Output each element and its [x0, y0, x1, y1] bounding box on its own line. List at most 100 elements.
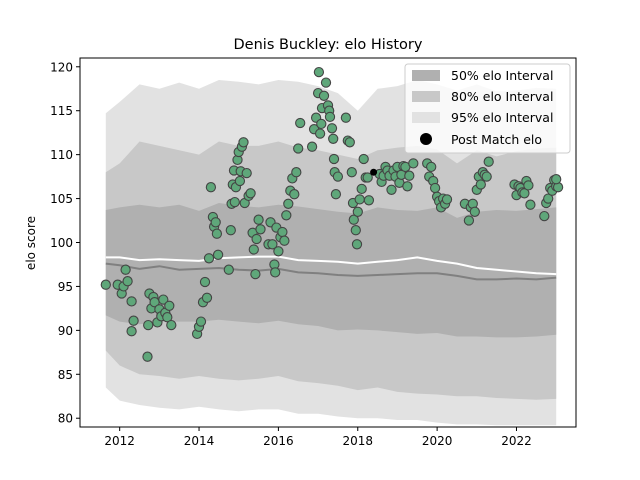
data-point: [289, 189, 300, 200]
data-point: [143, 319, 154, 331]
data-point: [126, 296, 137, 307]
data-point: [324, 111, 336, 123]
data-point: [295, 117, 306, 129]
band-50: [105, 203, 557, 338]
data-point: [250, 268, 261, 280]
data-point: [332, 171, 344, 182]
data-point: [354, 194, 365, 205]
data-point: [313, 66, 325, 78]
y-axis-label: elo score: [24, 216, 38, 270]
x-axis: 2012 2014 2016 2018 2020 2022: [104, 427, 532, 448]
legend-swatch-95: [412, 112, 440, 123]
data-point: [328, 133, 339, 144]
x-tick-label: 2020: [422, 434, 453, 448]
data-point: [362, 172, 373, 183]
y-tick-label: 85: [58, 368, 73, 382]
data-point: [281, 210, 292, 221]
data-point: [356, 183, 367, 195]
data-point: [352, 206, 363, 217]
trend-lines: [105, 255, 557, 281]
data-point: [386, 184, 397, 195]
data-point: [475, 179, 486, 190]
y-tick-label: 80: [58, 412, 73, 426]
data-point: [314, 128, 326, 139]
data-point: [523, 180, 534, 191]
data-point: [126, 326, 137, 337]
data-point: [551, 174, 562, 185]
x-tick-label: 2014: [184, 434, 215, 448]
data-point: [142, 351, 153, 362]
y-tick-label: 105: [50, 192, 73, 206]
data-point: [351, 239, 363, 250]
data-point: [483, 156, 494, 167]
data-point: [255, 224, 266, 235]
data-point: [404, 170, 415, 181]
data-point: [426, 161, 437, 173]
legend-label-50: 50% elo Interval: [451, 68, 553, 83]
data-point: [225, 225, 236, 236]
data-point: [253, 214, 264, 225]
data-point: [241, 167, 252, 179]
data-point: [248, 244, 259, 255]
y-tick-label: 90: [58, 324, 73, 338]
data-point: [210, 217, 221, 228]
data-points: [100, 66, 564, 362]
data-point: [539, 210, 550, 222]
data-point: [211, 228, 223, 239]
y-tick-label: 120: [50, 60, 73, 74]
data-point: [429, 182, 441, 194]
legend-marker-post-match: [420, 133, 432, 145]
chart-title: Denis Buckley: elo History: [234, 37, 423, 53]
data-point: [199, 276, 211, 288]
data-point: [346, 167, 357, 178]
x-tick-label: 2012: [104, 434, 135, 448]
data-point: [291, 167, 302, 178]
y-tick-label: 110: [50, 148, 73, 162]
plot-area: [100, 66, 564, 426]
legend-swatch-50: [412, 70, 440, 81]
data-point: [279, 235, 290, 246]
data-point: [223, 264, 234, 275]
data-point: [201, 292, 213, 303]
data-point: [203, 253, 215, 264]
data-point: [100, 279, 111, 290]
data-point: [358, 153, 369, 165]
data-point: [122, 276, 133, 287]
data-point: [277, 226, 288, 238]
y-axis: 80 85 90 95 100 105 110 115 120: [50, 60, 80, 426]
data-point: [120, 264, 131, 275]
x-tick-label: 2022: [501, 434, 532, 448]
data-point: [525, 199, 536, 210]
data-point: [306, 141, 318, 152]
data-point: [316, 118, 327, 130]
data-point: [267, 239, 278, 250]
data-point: [330, 189, 342, 200]
data-point: [318, 90, 330, 101]
data-point: [283, 198, 294, 209]
data-point: [340, 112, 352, 123]
data-point: [348, 214, 359, 225]
data-point: [519, 188, 530, 199]
data-point: [128, 315, 139, 326]
data-point: [229, 196, 240, 208]
highlight-point: [370, 168, 378, 176]
data-point: [328, 153, 340, 165]
data-point: [205, 182, 217, 193]
legend-label-post-match: Post Match elo: [451, 132, 542, 147]
data-point: [234, 175, 246, 187]
data-point: [166, 319, 177, 331]
data-point: [408, 158, 419, 169]
y-tick-label: 95: [58, 280, 73, 294]
data-point: [273, 246, 284, 257]
data-point: [212, 249, 224, 260]
data-point: [195, 316, 207, 327]
trend-line-2: [105, 255, 557, 276]
y-tick-label: 100: [50, 236, 73, 250]
legend-label-80: 80% elo Interval: [451, 89, 553, 104]
data-point: [293, 143, 304, 154]
data-point: [158, 294, 169, 305]
data-point: [463, 215, 475, 226]
data-point: [469, 206, 480, 217]
data-point: [543, 193, 554, 204]
